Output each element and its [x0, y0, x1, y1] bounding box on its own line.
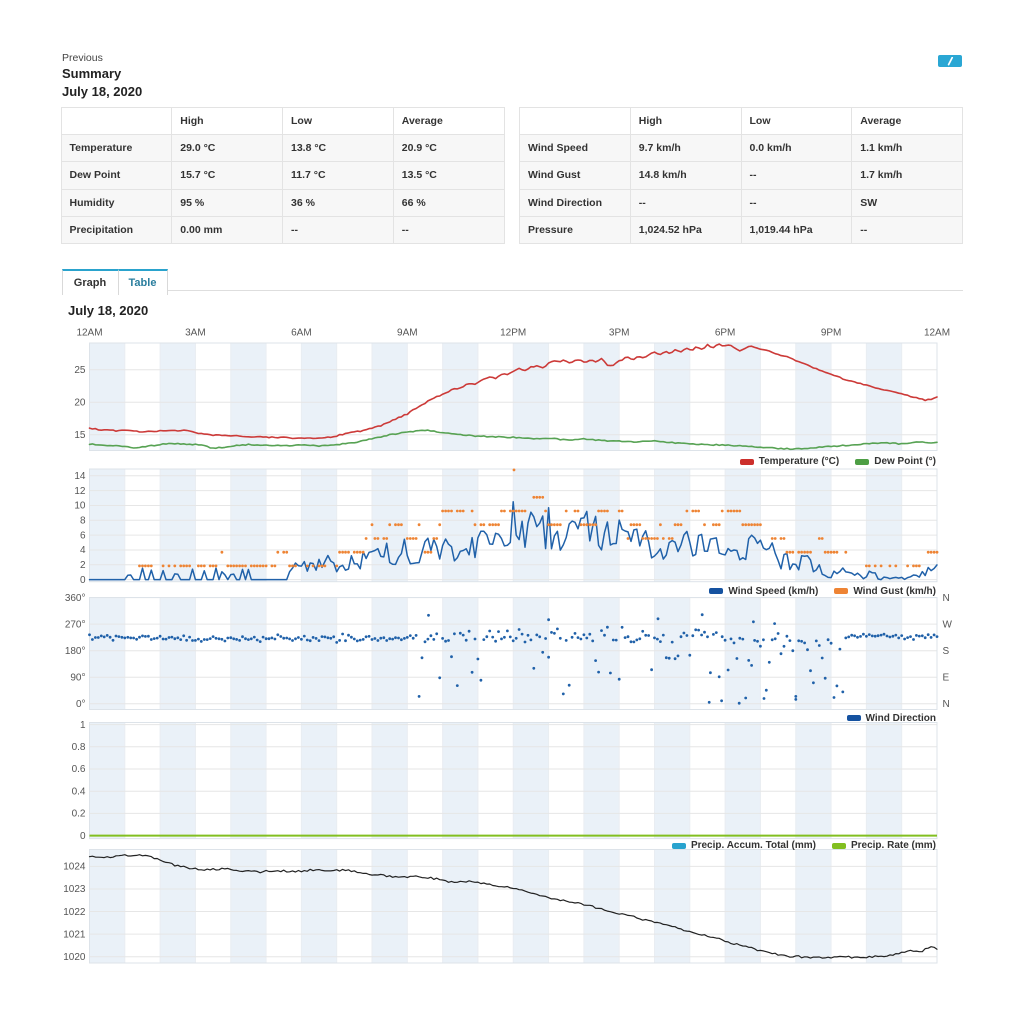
svg-text:3AM: 3AM [185, 328, 206, 339]
svg-text:1024: 1024 [63, 862, 86, 873]
svg-text:12AM: 12AM [924, 328, 950, 339]
svg-text:N: N [943, 699, 950, 710]
svg-text:N: N [943, 593, 950, 604]
svg-text:W: W [943, 619, 953, 630]
svg-text:360°: 360° [65, 593, 86, 604]
svg-text:0.2: 0.2 [72, 809, 86, 820]
svg-text:14: 14 [74, 471, 86, 482]
svg-text:20: 20 [74, 397, 86, 408]
svg-text:12PM: 12PM [500, 328, 526, 339]
svg-text:8: 8 [80, 515, 86, 526]
svg-text:12: 12 [74, 486, 86, 497]
svg-text:1021: 1021 [63, 929, 86, 940]
svg-text:0: 0 [80, 831, 86, 842]
svg-text:1020: 1020 [63, 952, 86, 963]
svg-text:3PM: 3PM [609, 328, 630, 339]
svg-text:1022: 1022 [63, 907, 86, 918]
svg-text:6: 6 [80, 530, 86, 541]
svg-text:2: 2 [80, 560, 86, 571]
svg-text:9PM: 9PM [821, 328, 842, 339]
svg-text:0°: 0° [76, 699, 86, 710]
svg-text:25: 25 [74, 365, 86, 376]
svg-text:0: 0 [80, 575, 86, 586]
svg-text:180°: 180° [65, 646, 86, 657]
svg-text:1023: 1023 [63, 884, 86, 895]
svg-text:15: 15 [74, 430, 86, 441]
svg-text:0.6: 0.6 [72, 764, 86, 775]
svg-text:9AM: 9AM [397, 328, 418, 339]
svg-text:270°: 270° [65, 619, 86, 630]
svg-text:0.8: 0.8 [72, 742, 86, 753]
svg-text:4: 4 [80, 545, 86, 556]
svg-text:1: 1 [80, 720, 86, 731]
svg-text:0.4: 0.4 [72, 786, 86, 797]
svg-text:6PM: 6PM [715, 328, 736, 339]
svg-text:6AM: 6AM [291, 328, 312, 339]
svg-text:12AM: 12AM [76, 328, 102, 339]
svg-text:E: E [943, 672, 950, 683]
svg-text:10: 10 [74, 501, 86, 512]
svg-text:90°: 90° [70, 672, 85, 683]
svg-text:S: S [943, 646, 950, 657]
